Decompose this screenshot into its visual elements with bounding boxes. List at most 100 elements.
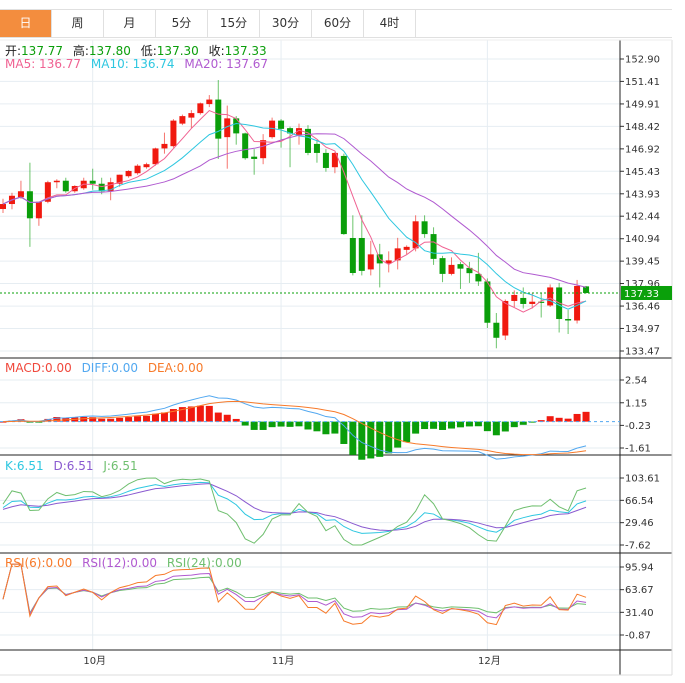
macd-bar [322,421,330,435]
axis-tick-label: 143.93 [625,189,660,200]
axis-tick-label: 95.94 [625,563,654,574]
rsi6-line [2,563,587,626]
macd-bar [268,421,276,428]
tab-60min[interactable]: 60分 [312,10,364,37]
macd-bar [501,421,509,432]
candle-up [170,120,177,147]
ma-legend: MA5: 136.77 MA10: 136.74 MA20: 137.67 [5,57,274,71]
macd-bar [510,421,518,428]
candle-down [538,301,545,303]
dea-value: DEA:0.00 [147,361,204,375]
rsi24-line [2,563,587,615]
axis-tick-label: 152.90 [625,55,660,66]
macd-bar [555,417,563,422]
candle-up [179,116,186,124]
tab-month[interactable]: 月 [104,10,156,37]
candle-down [287,128,294,134]
candle-down [520,297,527,304]
macd-bar [483,421,491,432]
period-tabs: 日 周 月 5分 15分 30分 60分 4时 [0,9,672,38]
candle-up [134,165,141,174]
macd-bar [107,418,115,422]
candle-up [44,182,51,202]
macd-bar [259,421,267,430]
candle-up [197,103,204,114]
macd-bar [98,418,106,422]
macd-bar [89,417,97,422]
candle-up [107,182,114,192]
candle-down [421,221,428,235]
candle-up [161,143,168,149]
candle-down [430,234,437,259]
macd-bar [53,417,61,422]
macd-bar [241,421,249,426]
candle-down [457,264,464,269]
low-label: 低: [140,44,157,58]
macd-bar [178,407,186,422]
axis-tick-label: 2.54 [625,376,647,387]
tab-15min[interactable]: 15分 [208,10,260,37]
rsi12-value: RSI(12):0.00 [82,556,157,570]
close-label: 收: [208,44,225,58]
candle-up [35,201,42,219]
candle-down [251,156,258,159]
candle-down [278,120,285,129]
axis-tick-label: 136.46 [625,302,660,313]
macd-bar [367,421,375,459]
d-line [2,483,587,532]
axis-tick-label: 140.94 [625,234,660,245]
rsi12-line [2,563,587,619]
candle-down [98,183,105,192]
axis-tick-label: -0.23 [625,421,651,432]
last-price-badge [621,285,672,300]
tab-30min[interactable]: 30分 [260,10,312,37]
kdj-legend: K:6.51 D:6.51 J:6.51 [5,459,144,473]
candle-up [385,260,392,264]
macd-bar [223,414,231,422]
ohlc-legend: 开:137.77 高:137.80 低:137.30 收:137.33 [5,42,273,59]
candle-up [188,113,195,118]
j-line [2,477,587,546]
macd-bar [492,421,500,436]
axis-tick-label: 63.67 [625,585,654,596]
tab-5min[interactable]: 5分 [156,10,208,37]
axis-tick-label: 149.91 [625,99,660,110]
candle-up [260,140,267,159]
tab-4hour[interactable]: 4时 [364,10,416,37]
diff-line [2,395,587,460]
macd-bar [0,421,7,423]
axis-tick-label: 133.47 [625,347,660,358]
candle-up [143,164,150,168]
axis-tick-label: 29.46 [625,518,654,529]
axis-tick-label: -1.61 [625,444,651,455]
axis-tick-label: 142.44 [625,212,660,223]
macd-bar [160,412,168,422]
candle-up [403,246,410,250]
tab-day[interactable]: 日 [0,10,52,37]
candle-down [466,267,473,274]
macd-bar [304,421,312,430]
candle-down [62,180,69,192]
axis-tick-label: 145.43 [625,167,660,178]
open-value: 137.77 [21,44,64,58]
month-label: 11月 [272,655,295,667]
candle-up [502,300,509,336]
candle-up [0,204,6,209]
candle-up [206,99,213,105]
axis-tick-label: 103.61 [625,474,660,485]
macd-bar [44,418,52,422]
candle-down [349,237,356,274]
candle-up [367,254,374,270]
ma5-value: MA5: 136.77 [5,57,82,71]
macd-bar [134,416,142,422]
candle-down [313,143,320,153]
tab-week[interactable]: 周 [52,10,104,37]
macd-bar [385,421,393,454]
candle-down [233,118,240,134]
axis-tick-label: -7.62 [625,541,651,552]
candle-down [89,180,96,184]
candle-down [304,128,311,153]
high-label: 高: [72,44,89,58]
candle-up [547,287,554,306]
